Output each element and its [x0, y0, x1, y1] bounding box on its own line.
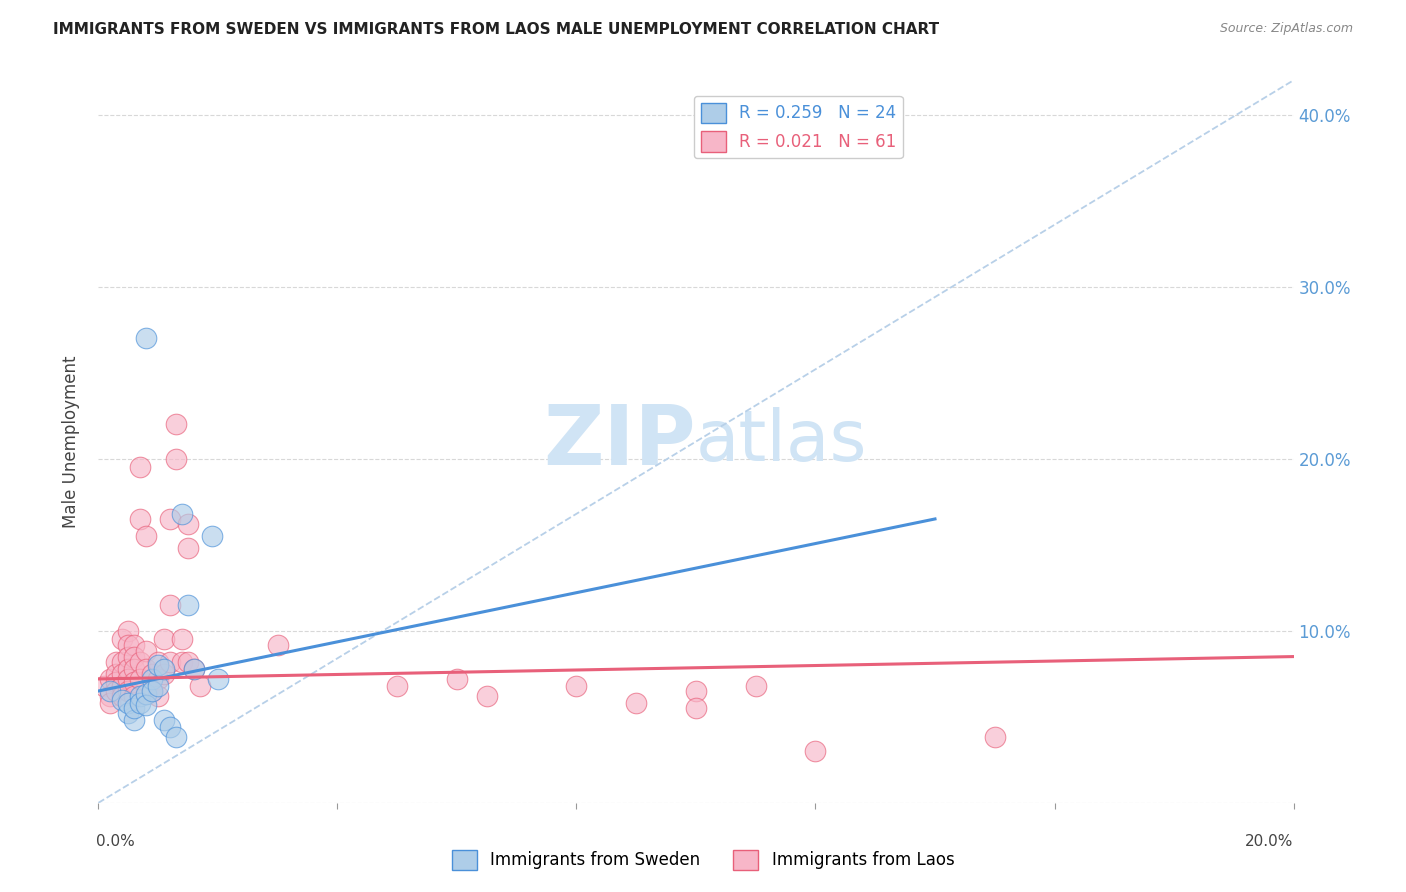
- Point: [129, 512, 152, 526]
- Point: [117, 624, 139, 638]
- Point: [124, 713, 146, 727]
- Point: [984, 731, 1007, 745]
- Point: [117, 672, 139, 686]
- Point: [124, 638, 146, 652]
- Point: [207, 672, 229, 686]
- Point: [141, 666, 163, 681]
- Point: [685, 684, 707, 698]
- Point: [98, 689, 122, 703]
- Point: [111, 692, 134, 706]
- Point: [177, 655, 200, 669]
- Point: [165, 451, 187, 466]
- Point: [148, 655, 170, 669]
- Legend: R = 0.259   N = 24, R = 0.021   N = 61: R = 0.259 N = 24, R = 0.021 N = 61: [693, 95, 903, 158]
- Point: [129, 672, 152, 686]
- Point: [159, 598, 181, 612]
- Point: [148, 679, 170, 693]
- Point: [565, 679, 588, 693]
- Point: [135, 662, 157, 676]
- Text: ZIP: ZIP: [544, 401, 696, 482]
- Point: [172, 632, 194, 647]
- Point: [153, 713, 176, 727]
- Point: [183, 662, 205, 676]
- Point: [98, 672, 122, 686]
- Point: [446, 672, 468, 686]
- Point: [153, 666, 176, 681]
- Point: [183, 662, 205, 676]
- Point: [141, 684, 163, 698]
- Point: [111, 655, 134, 669]
- Point: [475, 689, 498, 703]
- Point: [148, 672, 170, 686]
- Point: [804, 744, 827, 758]
- Point: [129, 655, 152, 669]
- Point: [685, 701, 707, 715]
- Point: [172, 655, 194, 669]
- Point: [165, 731, 187, 745]
- Point: [117, 662, 139, 676]
- Point: [159, 512, 181, 526]
- Point: [201, 529, 224, 543]
- Point: [159, 655, 181, 669]
- Point: [135, 698, 157, 712]
- Point: [129, 696, 152, 710]
- Point: [124, 701, 146, 715]
- Point: [135, 331, 157, 345]
- Point: [117, 649, 139, 664]
- Point: [111, 689, 134, 703]
- Point: [124, 689, 146, 703]
- Point: [111, 679, 134, 693]
- Point: [745, 679, 768, 693]
- Point: [117, 684, 139, 698]
- Point: [98, 684, 122, 698]
- Point: [93, 679, 115, 693]
- Text: IMMIGRANTS FROM SWEDEN VS IMMIGRANTS FROM LAOS MALE UNEMPLOYMENT CORRELATION CHA: IMMIGRANTS FROM SWEDEN VS IMMIGRANTS FRO…: [53, 22, 939, 37]
- Point: [153, 662, 176, 676]
- Point: [124, 662, 146, 676]
- Point: [111, 632, 134, 647]
- Point: [124, 649, 146, 664]
- Point: [117, 638, 139, 652]
- Point: [141, 672, 163, 686]
- Point: [124, 675, 146, 690]
- Point: [172, 507, 194, 521]
- Point: [177, 598, 200, 612]
- Point: [188, 679, 211, 693]
- Point: [129, 689, 152, 703]
- Point: [111, 666, 134, 681]
- Legend: Immigrants from Sweden, Immigrants from Laos: Immigrants from Sweden, Immigrants from …: [444, 843, 962, 877]
- Point: [105, 666, 128, 681]
- Point: [177, 541, 200, 556]
- Point: [135, 644, 157, 658]
- Point: [385, 679, 409, 693]
- Point: [135, 687, 157, 701]
- Point: [129, 460, 152, 475]
- Point: [98, 696, 122, 710]
- Text: 0.0%: 0.0%: [96, 834, 135, 848]
- Point: [626, 696, 648, 710]
- Point: [267, 638, 290, 652]
- Point: [177, 517, 200, 532]
- Y-axis label: Male Unemployment: Male Unemployment: [62, 355, 80, 528]
- Text: 20.0%: 20.0%: [1246, 834, 1294, 848]
- Point: [117, 706, 139, 721]
- Text: Source: ZipAtlas.com: Source: ZipAtlas.com: [1219, 22, 1353, 36]
- Point: [153, 632, 176, 647]
- Point: [148, 658, 170, 673]
- Point: [159, 720, 181, 734]
- Text: atlas: atlas: [696, 407, 868, 476]
- Point: [105, 675, 128, 690]
- Point: [105, 684, 128, 698]
- Point: [135, 529, 157, 543]
- Point: [105, 655, 128, 669]
- Point: [117, 696, 139, 710]
- Point: [148, 689, 170, 703]
- Point: [141, 684, 163, 698]
- Point: [165, 417, 187, 432]
